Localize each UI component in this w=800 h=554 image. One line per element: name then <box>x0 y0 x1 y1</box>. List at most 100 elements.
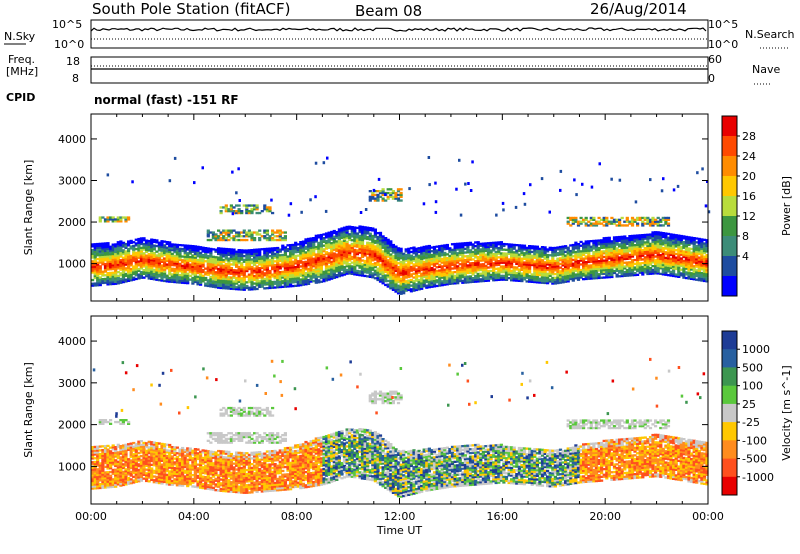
echo-cell <box>289 253 293 256</box>
echo-cell <box>242 255 246 258</box>
echo-cell <box>178 258 182 262</box>
echo-cell <box>381 257 385 261</box>
echo-cell <box>682 272 686 275</box>
echo-cell <box>672 237 676 240</box>
echo-cell <box>332 237 336 240</box>
echo-cell <box>674 234 678 237</box>
echo-cell <box>592 271 596 274</box>
echo-cell <box>389 262 393 266</box>
echo-cell <box>268 281 272 284</box>
echo-cell <box>206 254 210 258</box>
echo-cell <box>209 266 213 269</box>
echo-cell <box>417 284 421 287</box>
echo-cell <box>453 282 457 285</box>
echo-cell <box>690 262 694 266</box>
echo-cell <box>340 236 344 240</box>
echo-cell <box>222 206 226 209</box>
echo-cell <box>242 251 246 254</box>
echo-cell <box>656 257 660 260</box>
echo-cell <box>466 271 470 275</box>
echo-cell <box>607 261 611 264</box>
echo-cell <box>432 251 437 254</box>
echo-cell <box>196 281 200 284</box>
noise-tick-top-left: 10^5 <box>52 18 83 31</box>
echo-cell <box>258 250 262 253</box>
echo-cell <box>147 266 151 269</box>
echo-cell <box>504 263 509 266</box>
echo-cell <box>540 268 545 271</box>
echo-cell <box>134 255 138 258</box>
echo-cell <box>232 276 236 279</box>
echo-cell <box>342 239 347 242</box>
echo-cell <box>422 253 426 256</box>
echo-cell <box>636 273 640 276</box>
echo-cell <box>222 249 226 252</box>
echo-cell <box>263 257 267 260</box>
echo-cell <box>265 283 269 286</box>
echo-cell <box>173 256 177 259</box>
echo-cell <box>384 278 388 281</box>
echo-cell <box>443 279 447 283</box>
echo-cell <box>121 280 126 284</box>
echo-cell <box>386 263 390 266</box>
echo-cell <box>618 245 622 248</box>
echo-cell <box>271 258 275 261</box>
echo-cell <box>283 278 287 281</box>
echo-cell <box>232 256 236 259</box>
echo-cell <box>163 276 167 279</box>
echo-cell <box>116 278 120 281</box>
echo-cell <box>106 279 110 282</box>
echo-cell <box>106 245 110 249</box>
echo-cell <box>260 270 264 273</box>
echo-cell <box>422 257 426 260</box>
echo-cell <box>253 231 257 234</box>
echo-cell <box>396 273 401 276</box>
echo-cell <box>157 264 161 267</box>
echo-cell <box>355 256 359 259</box>
echo-cell <box>391 258 395 262</box>
echo-cell <box>271 233 275 236</box>
echo-cell <box>150 275 154 279</box>
echo-cell <box>296 250 300 253</box>
echo-cell <box>633 251 637 254</box>
echo-cell <box>232 252 236 255</box>
echo-cell <box>178 275 182 279</box>
echo-cell <box>391 268 395 271</box>
echo-cell <box>471 267 475 270</box>
echo-cell <box>222 229 226 232</box>
echo-cell <box>633 245 637 249</box>
echo-cell <box>240 231 244 234</box>
echo-cell <box>173 249 177 252</box>
echo-cell <box>587 251 591 254</box>
echo-cell <box>705 261 709 264</box>
echo-cell <box>286 261 290 264</box>
echo-cell <box>371 248 375 251</box>
echo-cell <box>145 239 149 242</box>
echo-cell <box>641 241 645 244</box>
echo-cell <box>127 218 131 221</box>
echo-cell <box>273 247 277 250</box>
echo-cell <box>643 237 647 240</box>
echo-cell <box>687 249 691 252</box>
echo-cell <box>677 260 681 263</box>
echo-cell <box>522 257 527 260</box>
echo-cell <box>589 240 593 243</box>
echo-cell <box>214 271 218 274</box>
echo-cell <box>289 275 293 279</box>
echo-cell <box>196 258 200 262</box>
echo-cell <box>612 251 617 254</box>
echo-cell <box>700 255 704 258</box>
echo-cell <box>576 250 581 253</box>
echo-cell <box>371 255 375 258</box>
echo-cell <box>294 241 298 244</box>
echo-cell <box>132 257 136 261</box>
echo-cell <box>101 261 105 264</box>
echo-cell <box>427 276 431 279</box>
echo-cell <box>199 251 203 255</box>
echo-cell <box>124 220 128 223</box>
echo-cell <box>494 275 498 278</box>
echo-cell <box>391 285 395 288</box>
echo-cell <box>677 266 681 269</box>
echo-cell <box>363 228 367 231</box>
echo-cell <box>273 275 277 278</box>
